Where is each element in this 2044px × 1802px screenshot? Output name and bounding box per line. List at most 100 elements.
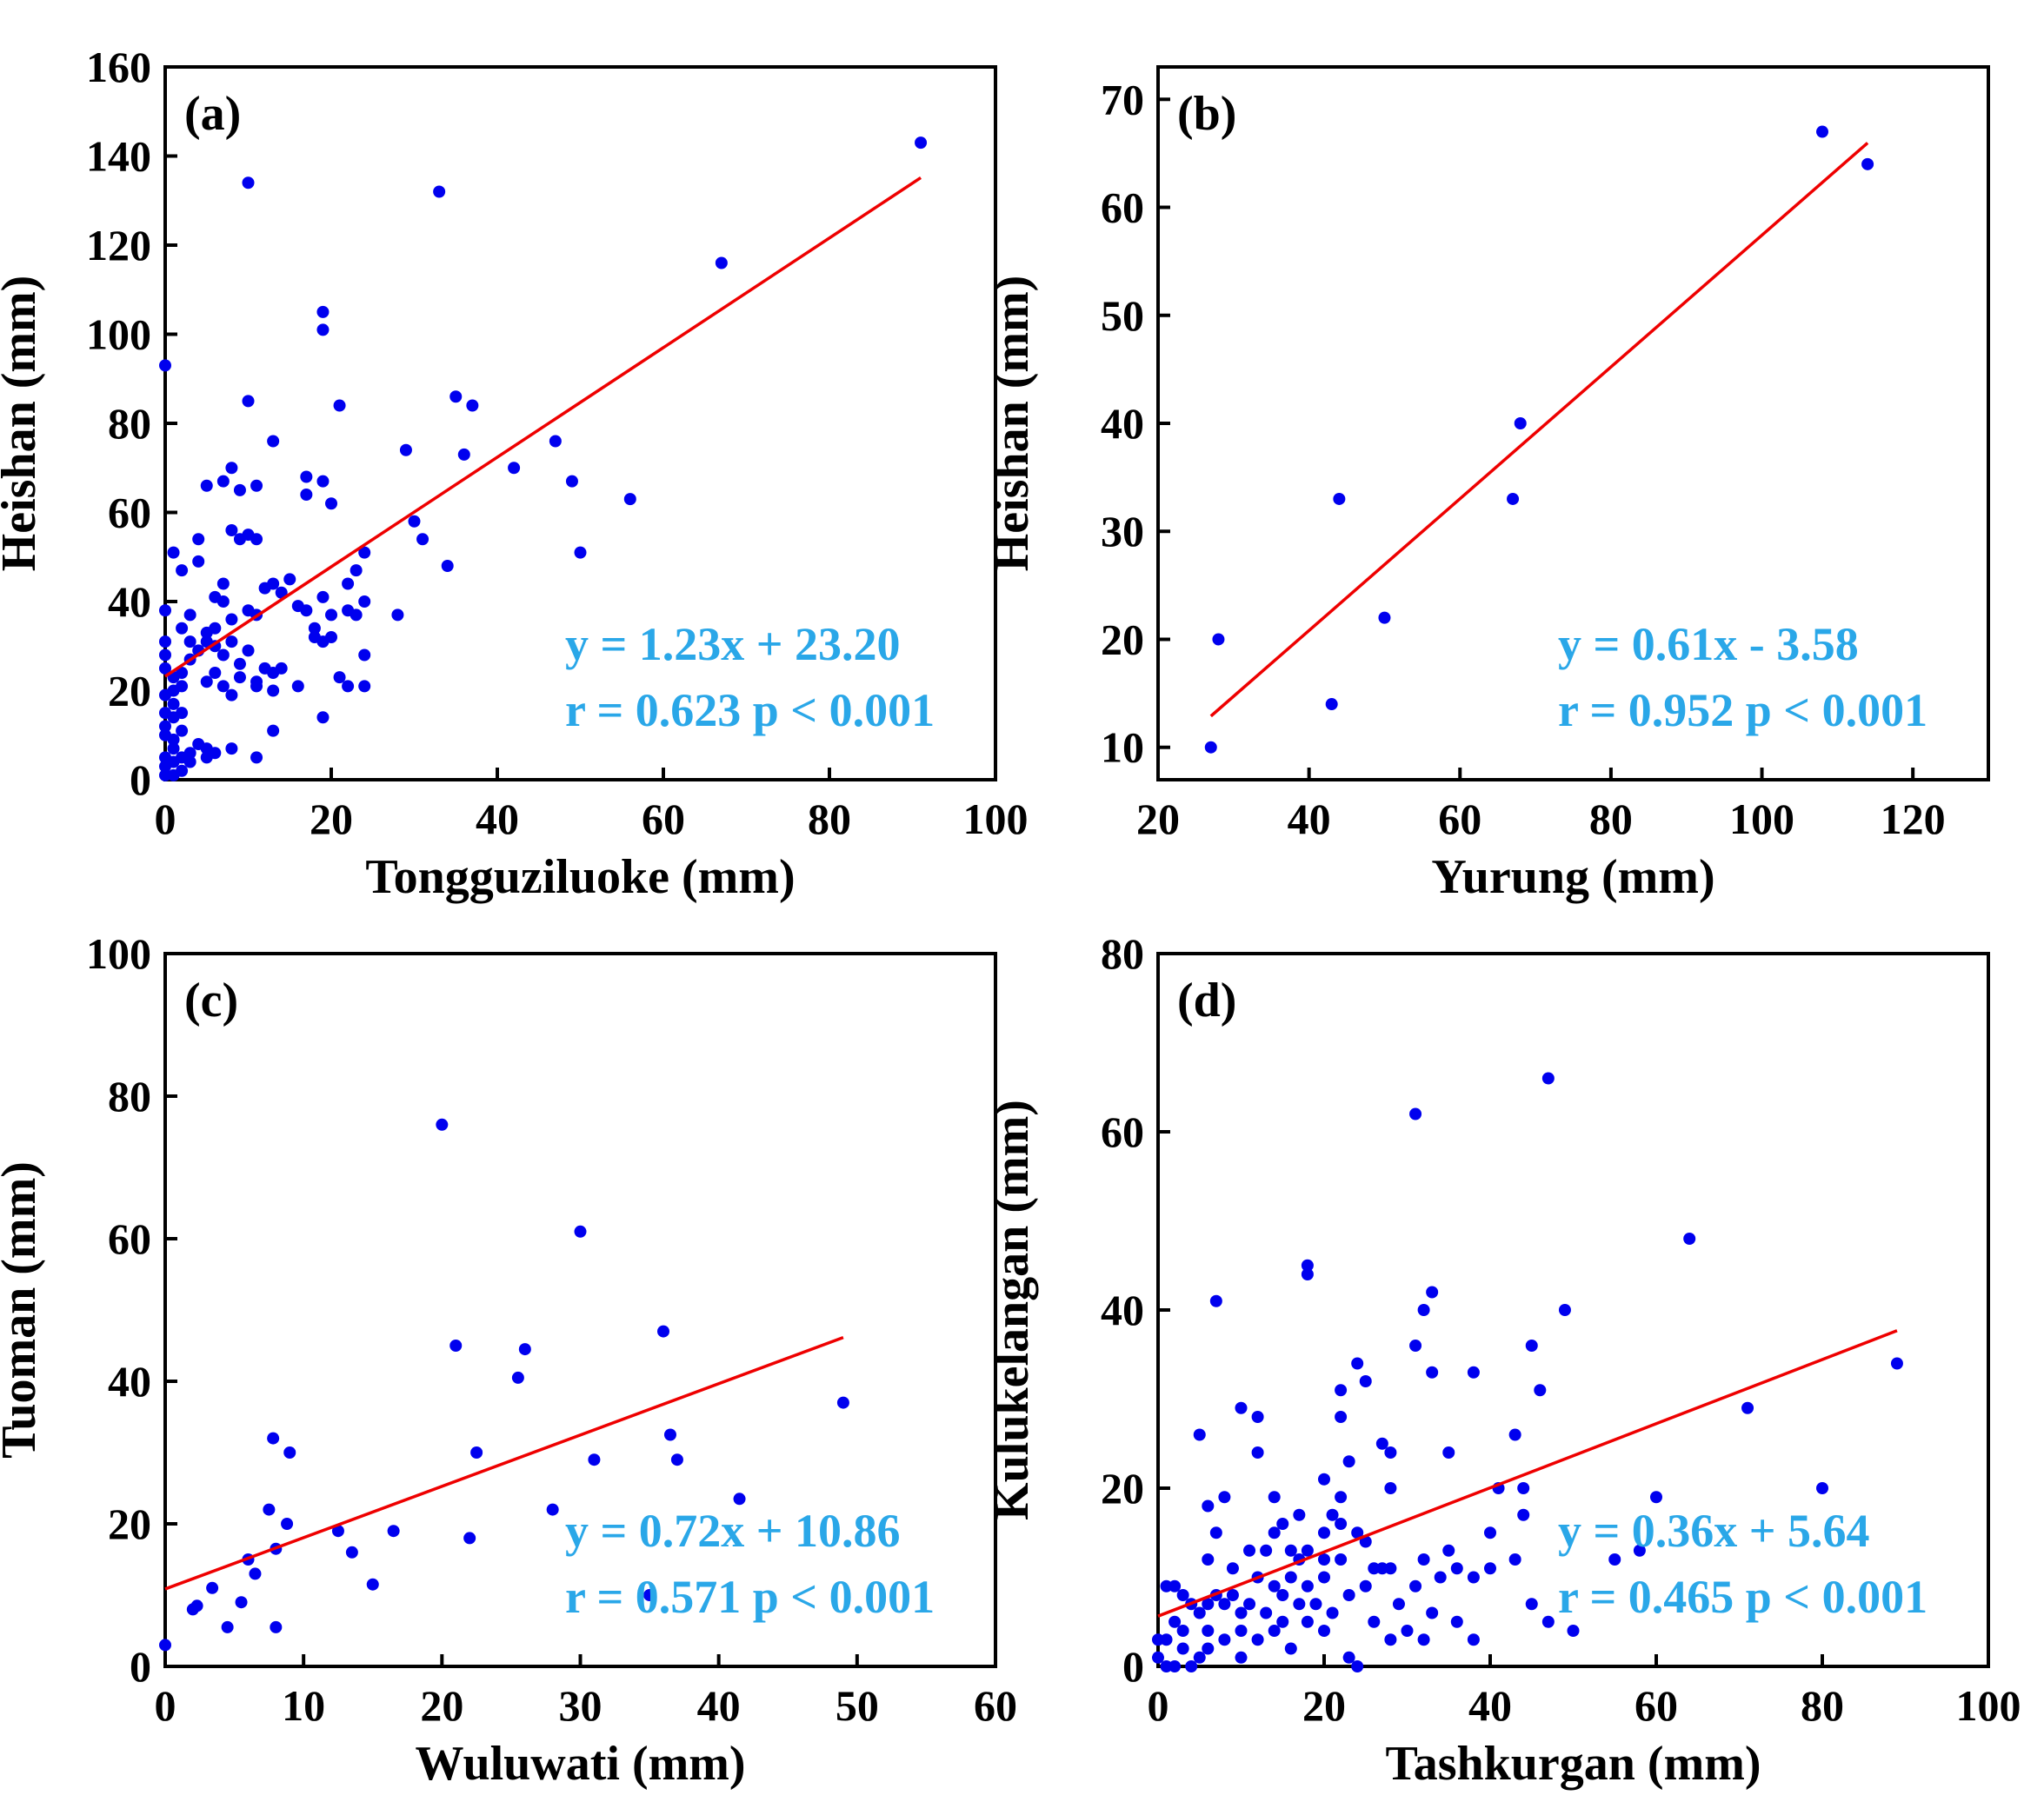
data-point [1276,1615,1289,1628]
data-point [623,493,636,506]
y-tick-label: 100 [86,929,151,978]
x-tick-label: 120 [1881,795,1946,843]
data-point [1434,1571,1447,1584]
x-tick-label: 20 [420,1681,463,1730]
data-point [1484,1562,1496,1575]
data-point [1301,1259,1314,1272]
data-point [466,399,479,412]
data-point [1301,1268,1314,1280]
x-tick-label: 60 [642,795,685,843]
y-tick-label: 60 [108,1214,151,1263]
plot-frame [1156,65,1990,781]
data-point [663,1428,676,1441]
data-point [1218,1491,1231,1504]
data-point [1251,1446,1264,1459]
data-point [1514,417,1527,429]
x-tick-label: 100 [1956,1681,2021,1730]
y-tick-label: 0 [130,1642,151,1691]
y-tick-label: 120 [86,221,151,269]
data-point [1176,1589,1189,1601]
regression-equation: y = 1.23x + 23.20 [565,618,901,670]
y-tick-label: 40 [108,1357,151,1406]
data-point [316,323,330,336]
x-tick-label: 10 [282,1681,325,1730]
data-point [1326,1606,1339,1619]
scatter-panel: 0 10 20 30 40 50 60 0 20 40 60 80 100 Wuluwati (mm) Tu… [0,929,1017,1791]
data-point [441,560,454,572]
y-tick-label: 80 [108,1072,151,1120]
data-point [283,1446,296,1459]
data-point [1193,1651,1206,1664]
data-point [915,136,928,150]
data-point [200,479,213,492]
data-point [836,1396,849,1409]
y-tick-label: 100 [86,310,151,359]
data-point [159,720,171,733]
data-point [1218,1633,1231,1646]
data-point [159,635,171,648]
regression-line [164,1336,844,1591]
x-tick-label: 100 [963,795,1029,843]
data-point [192,555,205,568]
y-axis-title: Heishan (mm) [0,276,46,572]
correlation-stats: r = 0.952 p < 0.001 [1558,684,1927,736]
data-point [457,448,470,461]
x-tick-label: 40 [476,795,519,843]
data-point [183,755,196,768]
data-point [433,185,446,198]
data-point [1508,1428,1521,1441]
data-point [249,1567,262,1580]
data-point [1335,1518,1348,1530]
data-point [1260,1544,1273,1557]
data-point [250,680,263,693]
data-point [1193,1606,1206,1619]
data-point [358,546,371,559]
x-tick-label: 60 [1635,1681,1678,1730]
data-point [408,515,421,528]
data-point [1534,1384,1547,1397]
data-point [1384,1633,1397,1646]
data-point [449,1340,463,1352]
data-point [263,1503,276,1516]
data-point [416,533,429,546]
data-point [449,390,463,403]
data-point [159,1639,171,1652]
data-point [463,1532,476,1545]
data-point [159,359,171,372]
data-point [1318,1473,1330,1486]
x-axis-title: Tashkurgan (mm) [1385,1737,1761,1791]
data-point [308,622,321,635]
x-axis-title: Yurung (mm) [1431,850,1714,904]
y-tick-label: 160 [86,43,151,91]
data-point [225,742,238,755]
data-point [1450,1562,1463,1575]
data-point [1212,633,1225,646]
data-point [267,724,280,737]
x-tick-label: 80 [808,795,851,843]
data-point [1861,157,1874,170]
data-point [233,671,246,684]
data-point [345,1546,358,1559]
data-point [733,1493,746,1506]
data-point [250,751,263,764]
data-point [1176,1625,1189,1637]
data-point [1301,1615,1314,1628]
data-point [565,475,578,488]
data-point [1268,1491,1281,1504]
data-point [1426,1366,1439,1379]
data-point [209,667,222,679]
data-point [1152,1651,1164,1664]
data-point [1741,1401,1754,1414]
data-point [1450,1615,1463,1628]
data-point [216,648,230,662]
data-point [1168,1660,1182,1672]
data-point [183,747,196,760]
regression-line [1157,1329,1898,1618]
scatter-panel: 0 20 40 60 80 100 0 20 40 60 80 100 120 140 160 Tongguz… [0,43,1029,904]
data-point [316,635,330,648]
data-point [291,680,304,693]
data-point [225,613,238,626]
data-point [1152,1633,1164,1646]
data-point [1293,1508,1306,1521]
data-point [1392,1598,1405,1611]
